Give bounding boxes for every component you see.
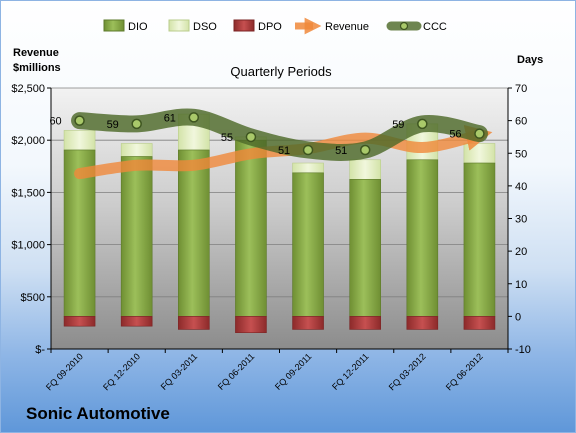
right-axis-label: Days: [517, 54, 543, 66]
ccc-data-label: 55: [221, 132, 233, 144]
ccc-point: [417, 118, 428, 130]
x-tick-label: FQ 09-2010: [44, 351, 85, 392]
ccc-point: [74, 115, 85, 126]
right-tick-label: 10: [515, 279, 527, 291]
bar-dio: [235, 139, 267, 317]
legend-label-dio: DIO: [128, 21, 148, 33]
bar-dio: [349, 179, 381, 317]
right-tick-label: 30: [515, 214, 527, 226]
left-tick-label: $2,500: [11, 83, 45, 95]
x-tick-label: FQ 09-2011: [273, 351, 314, 392]
bar-dio: [178, 149, 210, 317]
ccc-data-label: 59: [107, 119, 119, 131]
x-tick-label: FQ 06-2011: [216, 351, 257, 392]
left-tick-label: $1,500: [11, 187, 45, 199]
bar-dpo: [349, 316, 381, 330]
ccc-data-label: 60: [49, 116, 61, 128]
bar-dpo: [235, 316, 267, 333]
bar-dio: [463, 162, 496, 317]
left-axis-label-line1: Revenue: [13, 47, 59, 59]
right-tick-label: 0: [515, 311, 521, 323]
ccc-point: [245, 131, 257, 143]
bar-dpo: [292, 316, 324, 330]
bar-dso: [463, 143, 496, 164]
ccc-point: [188, 112, 200, 123]
bar-dpo: [63, 316, 96, 327]
legend-swatch-dpo: [233, 19, 255, 32]
bar-dso: [63, 130, 96, 151]
legend-label-dso: DSO: [193, 21, 217, 33]
ccc-point: [359, 144, 371, 156]
ccc-line: [71, 108, 488, 161]
left-tick-label: $500: [21, 292, 45, 304]
legend-label-dpo: DPO: [258, 21, 282, 33]
bar-dso: [349, 159, 381, 180]
ccc-data-label: 61: [164, 112, 176, 124]
legend-label-revenue: Revenue: [325, 21, 369, 33]
left-tick-label: $2,000: [11, 135, 45, 147]
right-tick-label: 70: [515, 83, 527, 95]
ccc-data-label: 56: [449, 129, 461, 141]
x-tick-label: FQ 12-2011: [330, 351, 371, 392]
bar-dio: [120, 156, 153, 317]
bar-dso: [120, 143, 153, 157]
right-tick-label: 50: [515, 148, 527, 160]
legend-swatch-dio: [103, 19, 125, 32]
x-tick-label: FQ 06-2012: [444, 351, 485, 392]
left-tick-label: $-: [35, 344, 45, 356]
ccc-data-label: 59: [392, 119, 404, 131]
bar-dio: [406, 159, 439, 317]
ccc-series: [71, 108, 488, 161]
left-tick-label: $1,000: [11, 240, 45, 252]
left-axis-label-line2: $millions: [13, 62, 61, 74]
chart-title: Quarterly Periods: [230, 64, 332, 79]
right-tick-label: 20: [515, 246, 527, 258]
right-tick-label: 60: [515, 116, 527, 128]
bar-dpo: [178, 316, 210, 330]
ccc-data-label: 51: [278, 145, 290, 157]
ccc-point: [302, 144, 314, 156]
company-name: Sonic Automotive: [26, 404, 170, 423]
legend: DIO DSO DPO Revenue CCC: [103, 17, 447, 35]
x-tick-label: FQ 03-2011: [159, 351, 200, 392]
bar-dio: [292, 172, 324, 317]
legend-swatch-dso: [168, 19, 190, 32]
legend-label-ccc: CCC: [423, 21, 447, 33]
right-tick-label: -10: [515, 344, 531, 356]
data-labels: 60 59 61 55 51 51 59 56: [49, 112, 461, 157]
ccc-point: [474, 128, 485, 139]
x-tick-label: FQ 03-2012: [387, 351, 428, 392]
bar-dso: [292, 162, 324, 174]
legend-swatch-ccc-marker: [399, 21, 409, 31]
ccc-data-label: 51: [335, 145, 347, 157]
right-tick-label: 40: [515, 181, 527, 193]
x-tick-label: FQ 12-2010: [101, 351, 142, 392]
bar-dpo: [463, 316, 496, 330]
ccc-point: [131, 118, 142, 130]
bars: [63, 113, 496, 333]
bar-dpo: [120, 316, 153, 327]
bar-dpo: [406, 316, 439, 330]
